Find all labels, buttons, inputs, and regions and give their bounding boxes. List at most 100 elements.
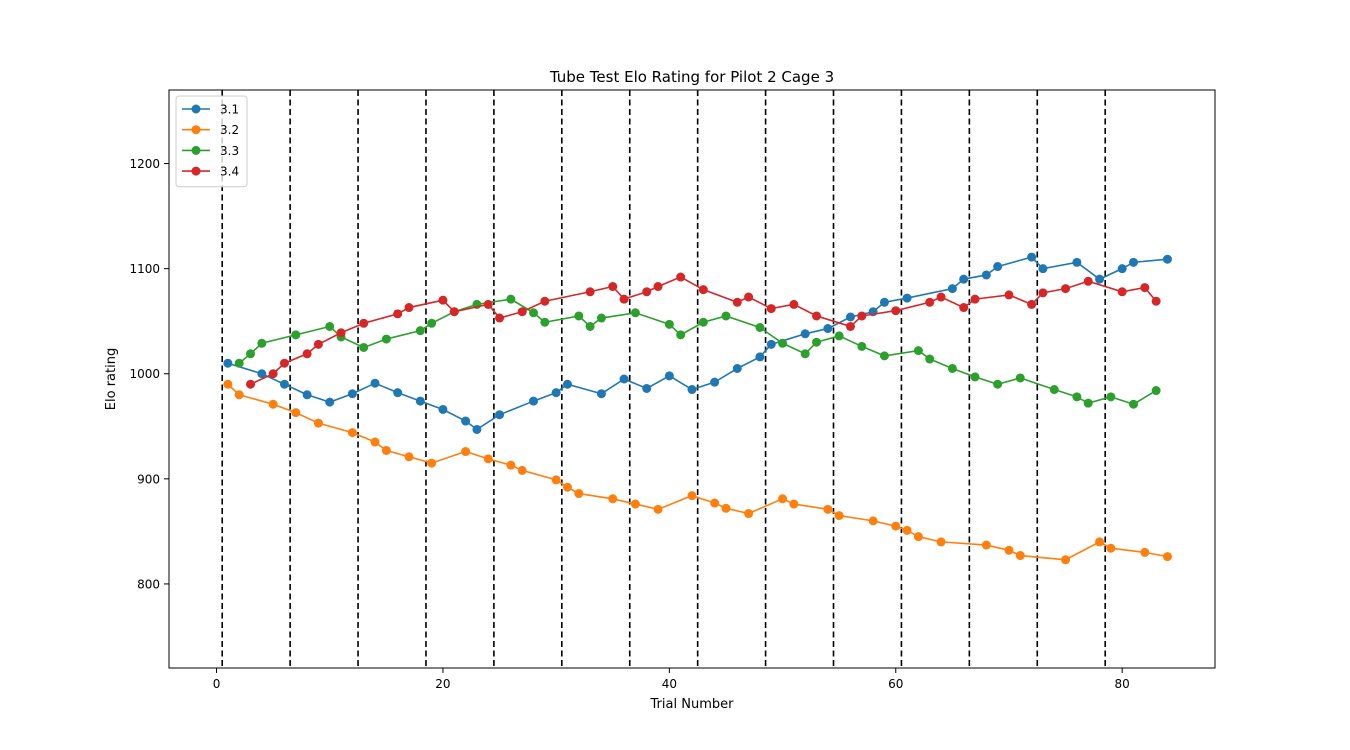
data-point-3-1-13: [529, 396, 539, 406]
data-point-3-3-30: [913, 346, 923, 356]
legend-marker-2: [191, 145, 201, 155]
data-point-3-3-37: [1072, 392, 1082, 402]
data-point-3-3-27: [834, 331, 844, 341]
data-point-3-3-32: [947, 363, 957, 373]
series-3-1: [223, 252, 1172, 434]
data-point-3-4-30: [925, 297, 935, 307]
data-point-3-4-24: [766, 304, 776, 314]
legend-label-0: 3.1: [220, 103, 239, 117]
data-point-3-4-32: [959, 303, 969, 313]
data-point-3-4-28: [857, 311, 867, 321]
data-point-3-4-39: [1117, 287, 1127, 297]
data-point-3-3-3: [291, 330, 301, 340]
data-point-3-1-35: [1027, 252, 1037, 262]
data-point-3-4-22: [732, 297, 742, 307]
data-point-3-4-15: [585, 287, 595, 297]
data-point-3-2-13: [517, 465, 527, 475]
data-point-3-3-40: [1128, 399, 1138, 409]
data-point-3-3-29: [879, 351, 889, 361]
data-point-3-1-0: [223, 358, 233, 368]
x-axis: 0 20 40 60 80: [213, 668, 1130, 691]
data-point-3-4-7: [393, 309, 403, 319]
data-point-3-1-20: [687, 385, 697, 395]
data-point-3-1-37: [1072, 257, 1082, 267]
data-point-3-4-6: [359, 318, 369, 328]
data-point-3-2-24: [778, 494, 788, 504]
y-axis: 800 900 1000 1100 1200: [129, 157, 169, 591]
data-point-3-1-15: [562, 379, 572, 389]
data-point-3-4-1: [268, 369, 278, 379]
data-point-3-1-7: [393, 388, 403, 398]
data-point-3-4-12: [495, 313, 505, 323]
data-point-3-2-4: [313, 418, 323, 428]
data-point-3-4-0: [246, 379, 256, 389]
data-point-3-1-26: [823, 324, 833, 334]
data-point-3-3-2: [257, 338, 267, 348]
data-point-3-2-8: [404, 452, 414, 462]
data-point-3-4-36: [1038, 288, 1048, 298]
data-point-3-1-38: [1095, 274, 1105, 284]
data-point-3-2-32: [936, 537, 946, 547]
data-point-3-1-19: [664, 371, 674, 381]
data-point-3-3-26: [812, 337, 822, 347]
legend-marker-3: [191, 166, 201, 176]
data-point-3-1-21: [710, 377, 720, 387]
legend-label-2: 3.3: [220, 144, 239, 158]
data-point-3-2-5: [347, 428, 357, 438]
data-point-3-4-37: [1061, 284, 1071, 294]
data-point-3-2-7: [381, 445, 391, 455]
data-point-3-3-39: [1106, 392, 1116, 402]
data-point-3-3-16: [585, 321, 595, 331]
data-point-3-1-2: [279, 379, 289, 389]
chart-title: Tube Test Elo Rating for Pilot 2 Cage 3: [549, 68, 834, 86]
data-point-3-4-11: [483, 299, 493, 309]
data-point-3-3-19: [664, 319, 674, 329]
data-point-3-3-36: [1049, 385, 1059, 395]
data-point-3-2-20: [687, 491, 697, 501]
data-point-3-2-33: [981, 540, 991, 550]
data-point-3-2-16: [574, 489, 584, 499]
legend-marker-1: [191, 125, 201, 135]
data-point-3-2-3: [291, 408, 301, 418]
data-point-3-4-26: [812, 311, 822, 321]
data-point-3-3-35: [1015, 373, 1025, 383]
x-tick-label-40: 40: [662, 677, 677, 691]
data-point-3-4-34: [1004, 290, 1014, 300]
legend: 3.1 3.2 3.3 3.4: [175, 95, 248, 188]
data-point-3-3-12: [506, 294, 516, 304]
legend-marker-0: [191, 104, 201, 114]
series-3-4: [246, 272, 1161, 389]
data-point-3-2-17: [608, 494, 618, 504]
data-point-3-2-34: [1004, 545, 1014, 555]
data-point-3-2-21: [710, 498, 720, 508]
data-point-3-3-4: [325, 321, 335, 331]
data-point-3-2-39: [1140, 547, 1150, 557]
data-point-3-1-41: [1162, 254, 1172, 264]
data-point-3-2-28: [868, 516, 878, 526]
data-point-3-2-31: [913, 532, 923, 542]
data-point-3-2-27: [834, 511, 844, 521]
data-point-3-1-23: [755, 352, 765, 362]
data-point-3-2-0: [223, 379, 233, 389]
data-point-3-3-28: [857, 341, 867, 351]
data-point-3-1-32: [959, 274, 969, 284]
data-point-3-1-3: [302, 390, 312, 400]
data-point-3-2-10: [461, 447, 471, 457]
data-point-3-3-6: [359, 342, 369, 352]
data-point-3-3-18: [630, 308, 640, 318]
data-point-3-2-23: [744, 509, 754, 519]
plot-area: [221, 90, 1172, 668]
data-point-3-2-40: [1162, 552, 1172, 562]
data-point-3-4-35: [1027, 299, 1037, 309]
data-point-3-2-11: [483, 454, 493, 464]
series-layer: [223, 252, 1172, 565]
data-point-3-4-27: [845, 321, 855, 331]
data-point-3-1-17: [619, 374, 629, 384]
data-point-3-2-25: [789, 499, 799, 509]
data-point-3-3-22: [721, 311, 731, 321]
data-point-3-3-23: [755, 323, 765, 333]
data-point-3-4-13: [517, 307, 527, 317]
data-point-3-3-41: [1151, 386, 1161, 396]
data-point-3-3-1: [246, 349, 256, 359]
data-point-3-4-17: [619, 294, 629, 304]
